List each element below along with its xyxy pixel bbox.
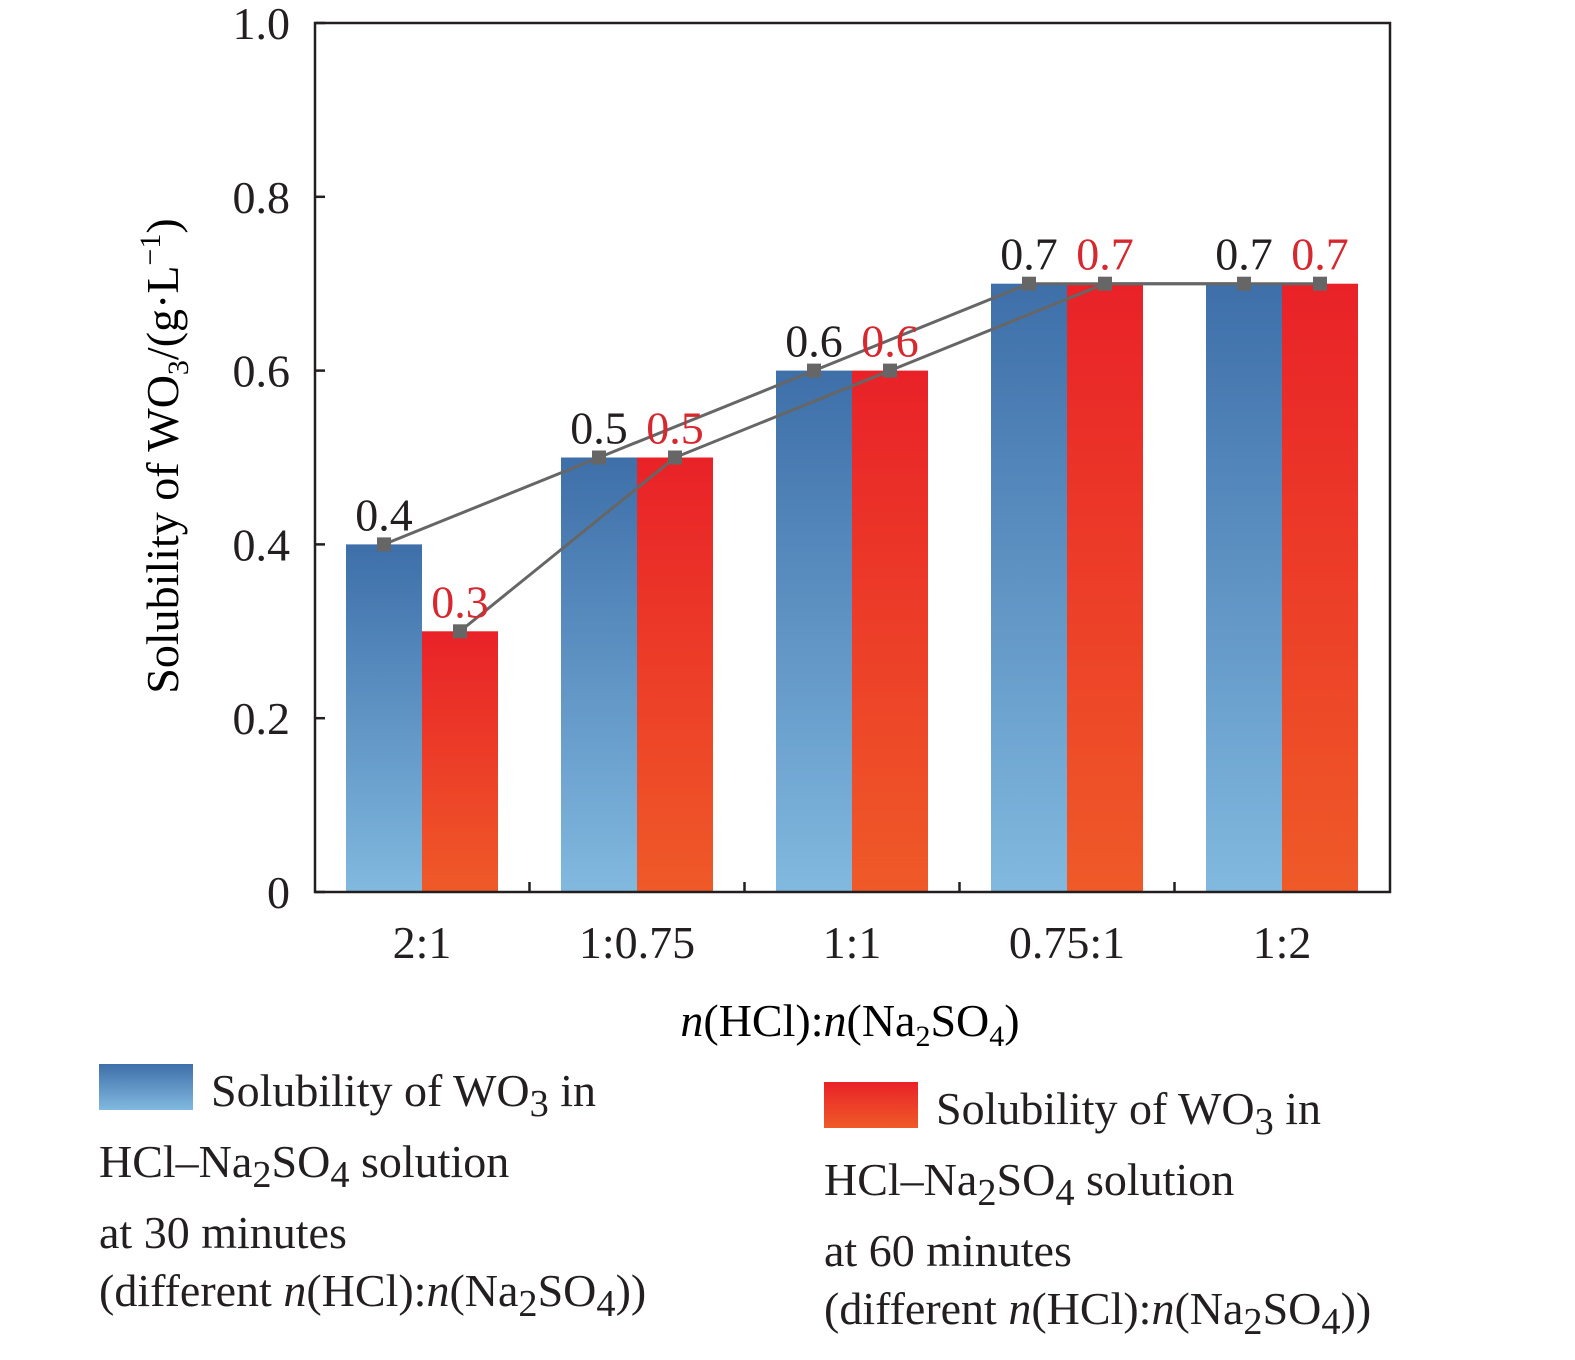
marker-series2-1:0.75 [668,450,682,465]
data-label-series1-1:2: 0.7 [1215,229,1273,280]
bar-series2-2:1 [422,631,498,892]
marker-series2-2:1 [453,624,467,639]
marker-series1-0.75:1 [1022,276,1036,291]
data-label-series2-2:1: 0.3 [431,576,489,627]
data-label-series1-1:1: 0.6 [785,316,843,367]
y-axis-title: Solubility of WO3/(g·L−1) [134,218,195,693]
data-label-series1-0.75:1: 0.7 [1000,229,1058,280]
x-tick-label-1:2: 1:2 [1253,917,1312,968]
x-tick-label-1:0.75: 1:0.75 [579,917,695,968]
marker-series2-0.75:1 [1098,276,1112,291]
bar-series1-1:2 [1206,283,1282,892]
plot-frame [313,21,1392,894]
bar-series1-0.75:1 [991,283,1067,892]
axes-layer [313,21,1392,894]
x-tick-label-2:1: 2:1 [393,917,452,968]
lines-layer [377,276,1327,639]
marker-series1-1:0.75 [592,450,606,465]
bar-series2-0.75:1 [1067,283,1143,892]
bars-layer [346,283,1358,893]
data-label-series1-1:0.75: 0.5 [570,403,628,454]
legend-swatch-red [824,1082,918,1128]
y-tick-label-1.0: 1.0 [233,0,291,49]
ticks-layer: 0 0.2 0.4 0.6 0.8 1.0 2:1 1:0.75 1:1 0.75:1 1:2 [233,0,1312,968]
x-axis-title: n(HCl):n(Na2SO4) [680,995,1019,1053]
x-tick-label-0.75:1: 0.75:1 [1009,917,1125,968]
bar-series2-1:0.75 [637,457,713,892]
x-tick-label-1:1: 1:1 [823,917,882,968]
legend-item-60-minutes: Solubility of WO3 in HCl–Na2SO4 solution… [824,1082,1372,1344]
marker-series2-1:1 [883,363,897,378]
bar-series1-2:1 [346,544,422,892]
data-label-series1-2:1: 0.4 [355,489,413,540]
legend-item-30-minutes: Solubility of WO3 in HCl–Na2SO4 solution… [99,1064,647,1326]
data-label-series2-1:2: 0.7 [1291,229,1349,280]
y-tick-label-0.2: 0.2 [233,693,291,744]
y-tick-label-0.8: 0.8 [233,172,291,223]
data-label-series2-0.75:1: 0.7 [1076,229,1134,280]
legend-swatch-blue [99,1064,193,1110]
marker-series2-1:2 [1313,276,1327,291]
bar-series2-1:2 [1282,283,1358,892]
y-tick-label-0: 0 [267,867,290,918]
bar-series1-1:1 [776,370,852,893]
data-label-series2-1:0.75: 0.5 [646,403,704,454]
bar-series2-1:1 [852,370,928,893]
bar-series1-1:0.75 [561,457,637,892]
marker-series1-2:1 [377,537,391,552]
marker-series1-1:1 [807,363,821,378]
data-labels-layer: 0.4 0.5 0.6 0.7 0.7 0.3 0.5 0.6 0.7 0.7 [355,229,1349,628]
y-tick-label-0.4: 0.4 [233,519,291,570]
y-tick-label-0.6: 0.6 [233,346,291,397]
data-label-series2-1:1: 0.6 [861,316,919,367]
